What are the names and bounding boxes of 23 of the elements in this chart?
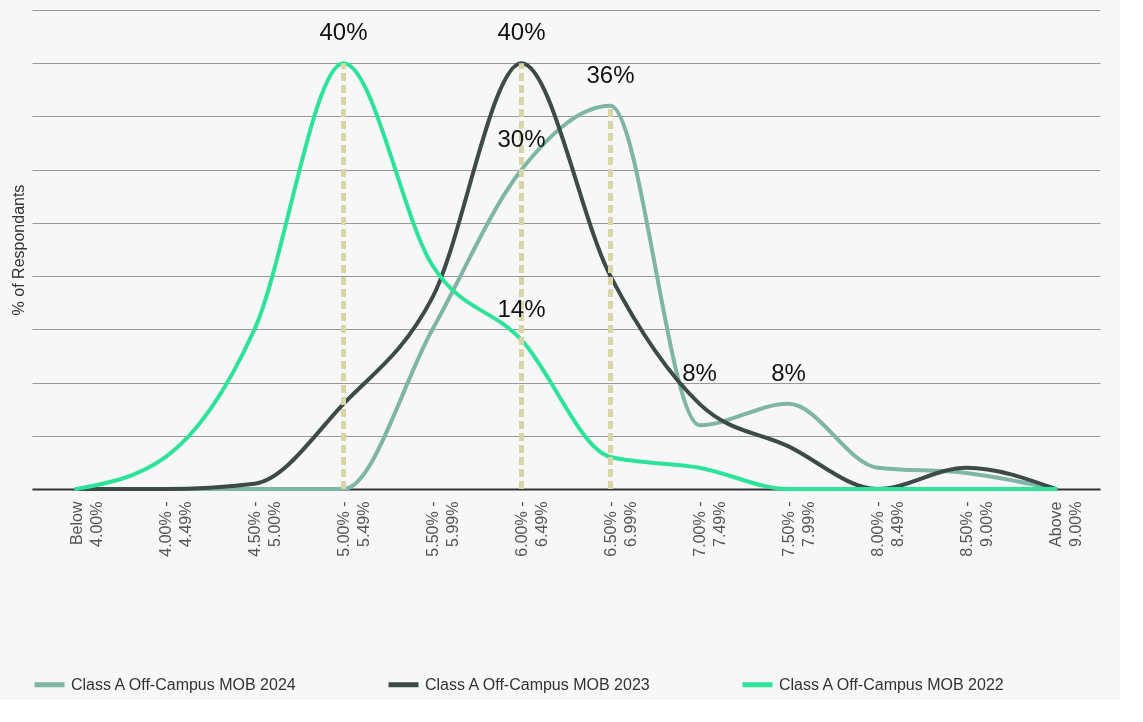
- x-tick-label: 5.50% - 5.99%: [423, 501, 461, 557]
- x-tick-label: 6.50% - 6.99%: [601, 501, 639, 557]
- x-tick-label: 8.00% - 8.49%: [868, 501, 906, 557]
- data-label: 14%: [497, 294, 546, 322]
- x-tick-label: 6.00% - 6.49%: [512, 501, 550, 557]
- y-axis-title: % of Respondants: [9, 184, 27, 316]
- x-tick-label: 7.00% - 7.49%: [690, 501, 728, 557]
- data-label: 30%: [497, 124, 546, 152]
- x-tick-label: 5.00% - 5.49%: [334, 501, 372, 557]
- data-label: 40%: [497, 18, 546, 46]
- legend-label: Class A Off-Campus MOB 2023: [425, 675, 650, 693]
- x-tick-label: Above 9.00%: [1046, 501, 1084, 547]
- x-tick-label: 7.50% - 7.99%: [779, 501, 817, 557]
- x-tick-label: 4.50% - 5.00%: [245, 501, 283, 557]
- data-label: 40%: [319, 18, 368, 46]
- data-label: 36%: [586, 60, 635, 88]
- legend-label: Class A Off-Campus MOB 2022: [779, 675, 1004, 693]
- data-label: 8%: [771, 358, 806, 386]
- x-tick-label: 4.00% - 4.49%: [156, 501, 194, 557]
- legend-label: Class A Off-Campus MOB 2024: [71, 675, 296, 693]
- x-tick-label: 8.50% - 9.00%: [957, 501, 995, 557]
- data-label: 8%: [682, 358, 717, 386]
- x-tick-label: Below 4.00%: [67, 501, 105, 547]
